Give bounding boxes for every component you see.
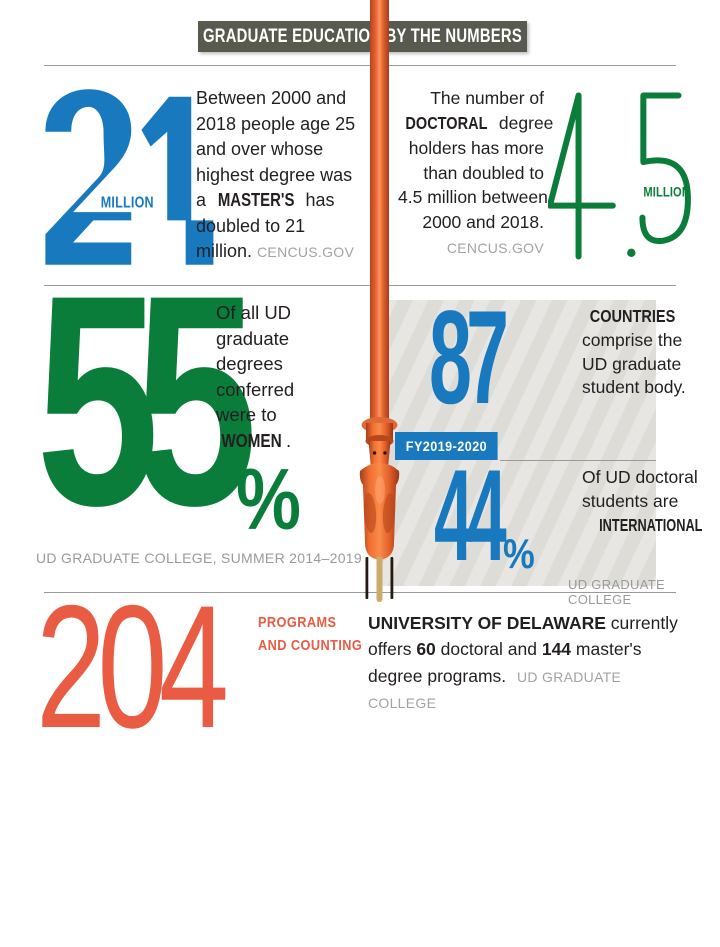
svg-text:MILLION: MILLION — [101, 194, 154, 212]
svg-text:MILLION: MILLION — [643, 184, 690, 199]
